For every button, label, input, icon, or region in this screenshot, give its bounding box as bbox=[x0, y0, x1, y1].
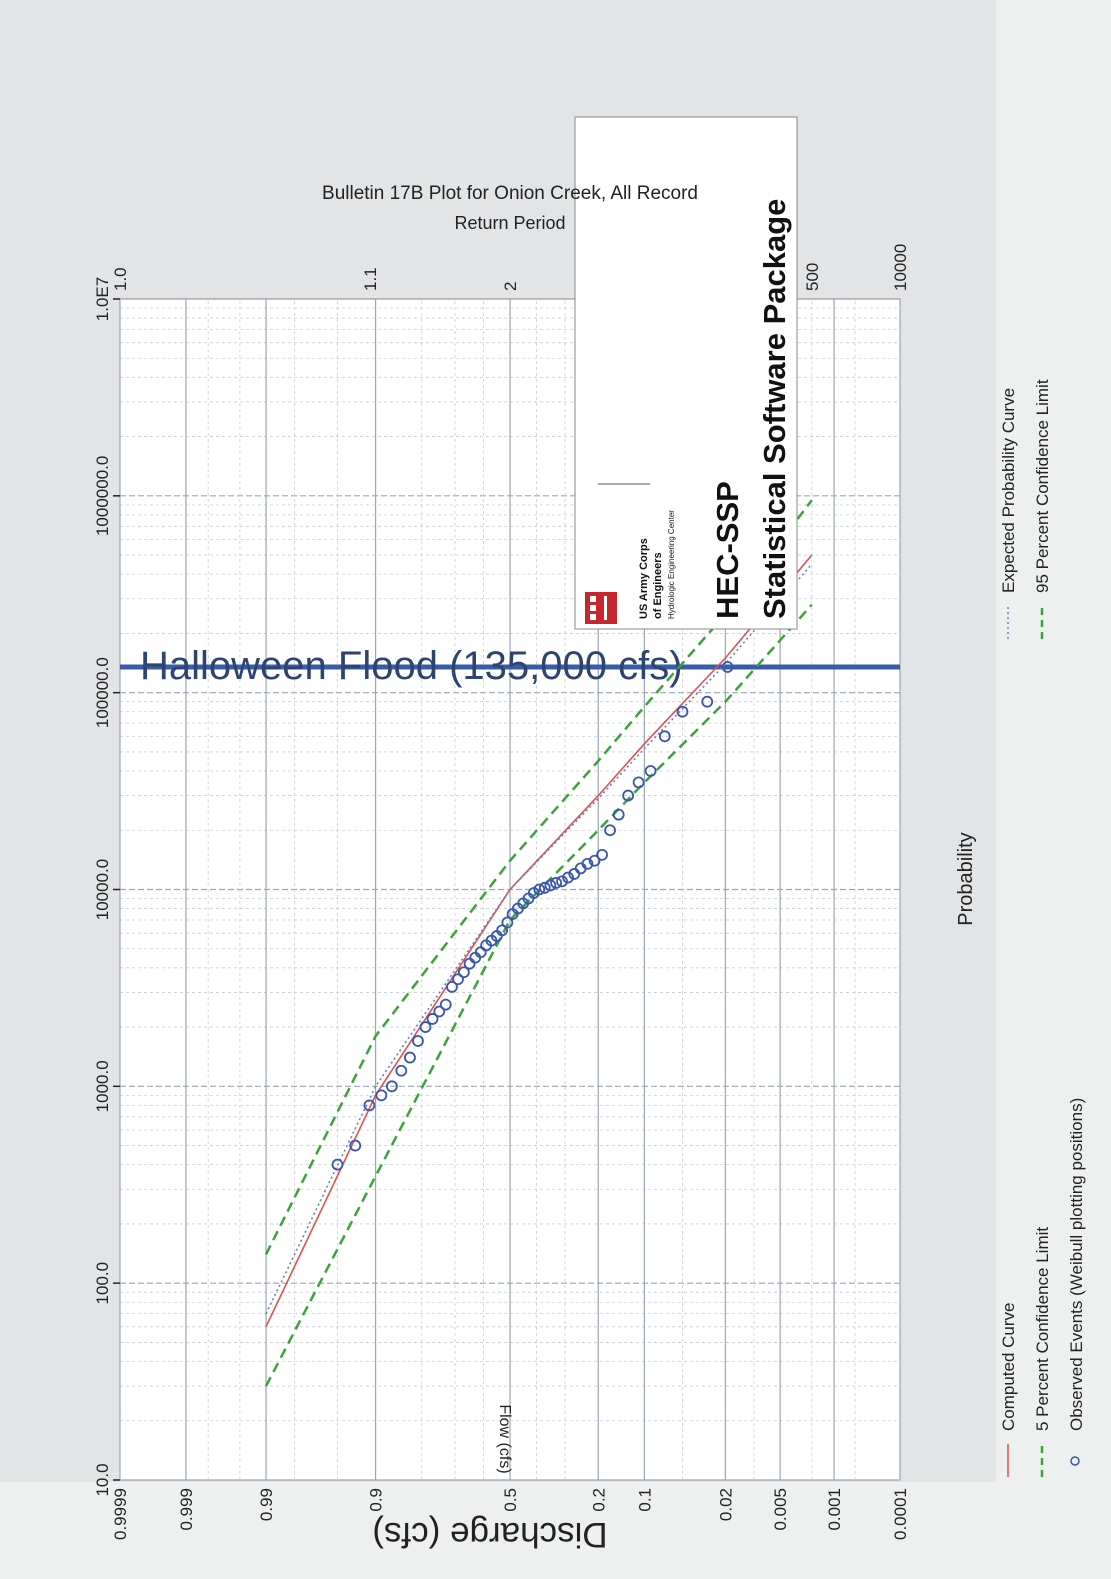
legend-label-computed: Computed Curve bbox=[999, 1302, 1018, 1431]
observed-event-point bbox=[463, 957, 476, 970]
observed-event-point bbox=[568, 868, 581, 880]
observed-event-point bbox=[544, 879, 557, 892]
return-period-tick-label: 1.1 bbox=[361, 267, 380, 291]
observed-event-point bbox=[395, 1064, 408, 1077]
observed-event-point bbox=[538, 881, 551, 894]
flow-tick-label: 1000000.0 bbox=[93, 456, 112, 536]
product-name: HEC-SSP bbox=[710, 481, 745, 619]
hec-ssp-logo-box: US Army Corps of Engineers Hydrologic En… bbox=[574, 116, 798, 630]
org-line-2: of Engineers bbox=[652, 552, 664, 619]
observed-event-point bbox=[721, 661, 734, 673]
return-period-label: Return Period bbox=[454, 213, 565, 233]
observed-event-point bbox=[701, 695, 714, 708]
chart-title: Bulletin 17B Plot for Onion Creek, All R… bbox=[322, 183, 698, 204]
observed-event-point bbox=[457, 966, 470, 979]
probability-tick-label: 0.99 bbox=[257, 1488, 276, 1521]
observed-event-point bbox=[375, 1089, 388, 1102]
observed-event-point bbox=[349, 1139, 362, 1152]
probability-tick-label: 0.02 bbox=[716, 1488, 735, 1521]
observed-event-point bbox=[501, 916, 514, 929]
org-line-3: Hydrologic Engineering Center bbox=[667, 510, 676, 619]
rotated-figure: Halloween Flood (135,000 cfs) 10.0 100.0 1… bbox=[93, 116, 1086, 1540]
flow-axis-label: Flow (cfs) bbox=[496, 1404, 513, 1473]
observed-event-point bbox=[556, 875, 568, 888]
observed-event-point bbox=[676, 705, 689, 718]
observed-event-point bbox=[452, 973, 464, 986]
observed-event-point bbox=[385, 1080, 398, 1093]
observed-event-point bbox=[446, 981, 458, 993]
observed-event-point bbox=[331, 1158, 344, 1171]
observed-event-point bbox=[439, 998, 452, 1011]
observed-event-point bbox=[363, 1099, 376, 1112]
return-period-tick-label: 500 bbox=[803, 263, 822, 291]
probability-tick-label: 0.1 bbox=[635, 1488, 654, 1512]
observed-event-point bbox=[588, 854, 601, 867]
legend-label-95-percent: 95 Percent Confidence Limit bbox=[1033, 379, 1052, 593]
return-period-tick-label: 10000 bbox=[891, 244, 910, 291]
observed-event-point bbox=[419, 1021, 432, 1033]
series-line-3 bbox=[264, 603, 813, 1387]
legend-label-observed: Observed Events (Weibull plotting positi… bbox=[1067, 1098, 1086, 1431]
observed-event-point bbox=[562, 871, 574, 884]
flow-tick-label: 100.0 bbox=[93, 1262, 112, 1305]
probability-tick-label: 0.5 bbox=[501, 1488, 520, 1512]
observed-event-point bbox=[550, 877, 563, 889]
discharge-label: Discharge (cfs) bbox=[372, 1515, 607, 1554]
logo-box-frame bbox=[574, 116, 798, 630]
flow-tick-label: 10.0 bbox=[93, 1463, 112, 1496]
legend: Computed Curve 5 Percent Confidence Limi… bbox=[999, 379, 1086, 1477]
observed-event-point bbox=[604, 824, 616, 837]
observed-event-point bbox=[433, 1005, 446, 1018]
probability-tick-label: 0.999 bbox=[177, 1488, 196, 1531]
observed-event-point bbox=[632, 776, 645, 789]
probability-label: Probability bbox=[955, 832, 977, 925]
observed-event-point bbox=[506, 908, 519, 920]
probability-tick-label: 0.0001 bbox=[891, 1488, 910, 1540]
observed-event-point bbox=[412, 1035, 424, 1047]
return-period-tick-label: 2 bbox=[501, 282, 520, 291]
legend-label-5-percent: 5 Percent Confidence Limit bbox=[1033, 1227, 1052, 1431]
legend-swatch-observed bbox=[1070, 1456, 1080, 1466]
observed-event-point bbox=[658, 730, 671, 743]
observed-event-point bbox=[622, 789, 635, 802]
probability-tick-label: 0.9999 bbox=[111, 1488, 130, 1540]
halloween-flood-label: Halloween Flood (135,000 cfs) bbox=[140, 644, 683, 688]
observed-event-point bbox=[426, 1013, 439, 1025]
org-line-1: US Army Corps bbox=[638, 538, 650, 619]
product-subtitle: Statistical Software Package bbox=[757, 199, 792, 619]
probability-tick-label: 0.001 bbox=[825, 1488, 844, 1531]
return-period-tick-label: 1.0 bbox=[111, 267, 130, 291]
observed-event-point bbox=[596, 848, 608, 861]
flow-tick-label: 10000.0 bbox=[93, 859, 112, 920]
observed-event-point bbox=[404, 1051, 416, 1064]
observed-event-point bbox=[644, 765, 657, 777]
probability-tick-label: 0.9 bbox=[367, 1488, 386, 1512]
flow-tick-label: 100000.0 bbox=[93, 657, 112, 728]
legend-label-expected: Expected Probability Curve bbox=[999, 388, 1018, 593]
flow-tick-label: 1000.0 bbox=[93, 1060, 112, 1112]
probability-tick-label: 0.2 bbox=[589, 1488, 608, 1512]
castle-turrets bbox=[590, 596, 607, 620]
observed-event-point bbox=[612, 808, 625, 821]
usace-castle-icon bbox=[585, 592, 617, 624]
probability-tick-label: 0.005 bbox=[771, 1488, 790, 1531]
flow-tick-label: 1.0E7 bbox=[93, 277, 112, 321]
